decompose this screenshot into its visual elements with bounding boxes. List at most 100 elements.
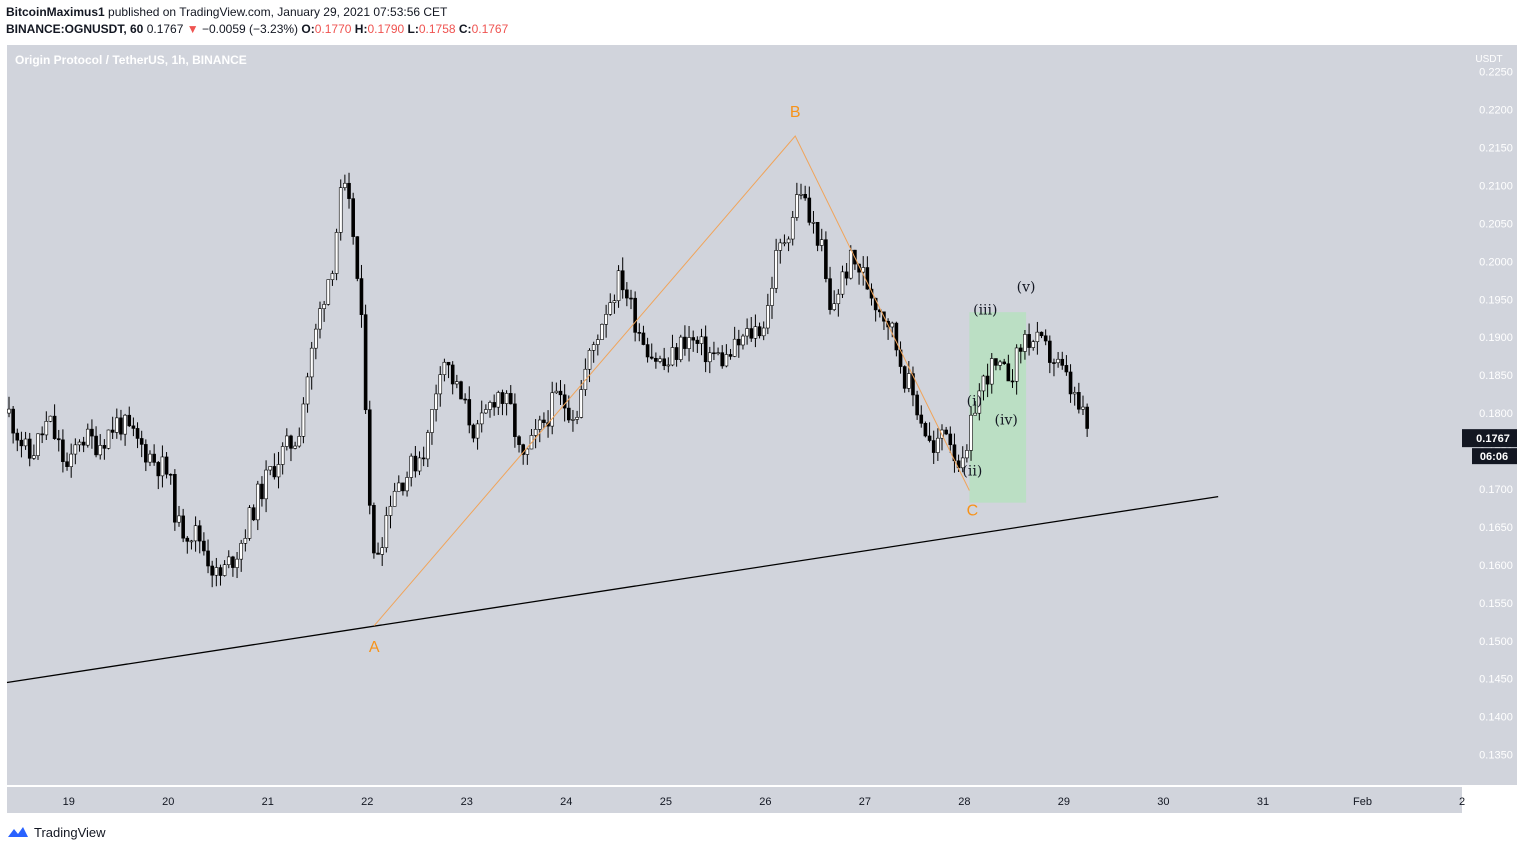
candle-body [770,287,774,306]
candle-body [463,398,467,401]
candle-body [1081,406,1085,410]
candle-body [844,271,849,279]
time-tick-label: 29 [1058,796,1070,808]
price-tick-label: 0.2050 [1479,218,1513,230]
candle-body [575,417,579,420]
wave-labels: A B C (i) (ii) (iii) (iv) (v) [369,104,1036,656]
candle-body [81,441,86,446]
author-name[interactable]: BitcoinMaximus1 [6,5,105,19]
high-value: 0.1790 [367,22,405,36]
candle-body [475,423,480,439]
candle-body [824,239,828,279]
subwave-label: (ii) [962,463,982,479]
candle-body [703,336,708,363]
candle-body [728,354,733,357]
plot-area[interactable] [7,45,1462,785]
last-price: 0.1767 [146,22,184,36]
candle-body [923,423,928,437]
candle-body [347,182,351,199]
candle-body [994,358,998,366]
candle-body [115,417,119,433]
candle-body [98,445,103,456]
candle-body [525,448,530,455]
candle-body [911,373,915,396]
candle-body [533,429,538,436]
candle-body [19,439,24,447]
candle-body [1039,331,1044,337]
candle-body [732,338,737,357]
candle-body [687,337,691,349]
candle-body [222,564,227,576]
candle-body [36,433,40,456]
time-axis[interactable] [7,787,1462,813]
candle-body [666,364,671,367]
candle-body [1027,334,1031,348]
candle-body [741,335,745,346]
candle-body [380,547,384,555]
candle-body [251,507,256,521]
time-tick-label: 30 [1157,796,1169,808]
candle-body [355,236,360,279]
price-axis[interactable] [1462,45,1517,785]
candle-body [761,327,766,337]
price-tick-label: 0.1500 [1479,636,1513,648]
candle-body [442,361,447,375]
candle-body [139,438,144,445]
price-tick-label: 0.2250 [1479,67,1513,79]
candle-body [392,490,397,507]
candle-body [554,390,559,394]
close-key: C: [458,22,472,36]
candle-body [662,358,666,367]
candle-body [1006,363,1011,382]
candle-body [338,187,343,233]
candle-body [612,300,617,303]
price-tick-label: 0.1700 [1479,484,1513,496]
candle-body [521,444,525,455]
candle-body [450,364,455,385]
candle-body [840,271,845,295]
candle-body [48,415,53,422]
candle-body [384,515,389,548]
candle-body [985,375,990,385]
candle-body [152,453,156,463]
candle-body [351,198,355,237]
candle-body [280,446,285,465]
candle-body [127,414,132,427]
candle-body [314,328,318,349]
candle-body [1010,380,1015,383]
candle-body [542,419,546,423]
support-trendline [6,495,1219,684]
candle-body [32,455,36,459]
candle-body [144,444,148,463]
candle-body [633,297,637,333]
candle-body [413,455,418,472]
time-tick-label: 31 [1257,796,1269,808]
candle-body [654,357,658,362]
candle-body [720,352,725,367]
price-change: −0.0059 (−3.23%) [201,22,299,36]
candle-body [790,217,795,240]
candle-body [484,409,488,414]
candles [7,172,1089,588]
candle-body [848,249,853,279]
candle-body [1085,406,1089,429]
brand-name[interactable]: TradingView [34,824,106,840]
tradingview-logo-icon[interactable] [6,824,30,840]
candle-body [550,392,555,427]
candle-body [691,337,695,341]
candle-body [600,324,604,340]
open-value: 0.1770 [314,22,352,36]
candle-body [737,338,741,346]
time-tick-label: 21 [262,796,274,808]
candle-body [239,543,244,560]
candle-body [712,352,716,355]
candle-body [77,441,82,446]
candle-body [998,361,1002,366]
candle-body [616,270,621,301]
price-tick-label: 0.1800 [1479,408,1513,420]
candle-body [471,424,476,439]
candle-body [1064,365,1069,373]
candle-body [173,474,177,523]
candle-body [596,339,600,345]
